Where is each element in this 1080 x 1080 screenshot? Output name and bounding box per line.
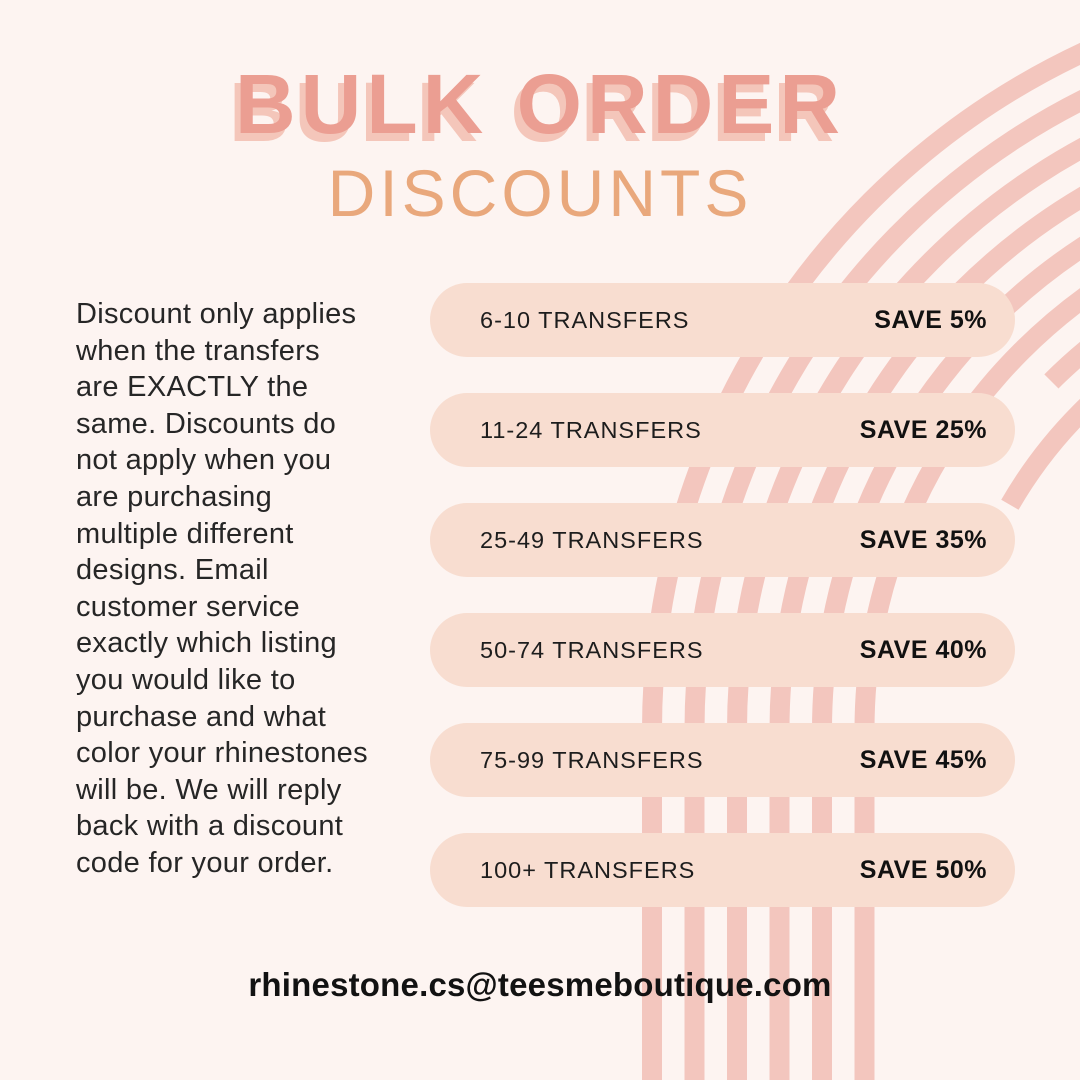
stripe-2-swoosh [684,90,1080,1080]
discount-row-75-99: 75-99 TRANSFERS SAVE 45% [430,723,1015,797]
policy-line: when the transfers [76,334,320,367]
tier-save-label: SAVE 45% [859,745,987,774]
discount-policy-text: Discount only applies when the transfers… [76,296,416,882]
page-subtitle: DISCOUNTS [327,156,753,230]
stripe-8-corner-arc [1001,398,1080,510]
policy-line: color your rhinestones [76,737,368,770]
policy-line: are EXACTLY the [76,371,309,404]
tier-range-label: 100+ TRANSFERS [480,856,696,883]
policy-line: are purchasing [76,480,273,513]
policy-line: code for your order. [76,846,334,879]
discount-row-25-49: 25-49 TRANSFERS SAVE 35% [430,503,1015,577]
tier-save-label: SAVE 50% [859,855,987,884]
tier-range-label: 6-10 TRANSFERS [480,306,690,333]
discount-row-100-plus: 100+ TRANSFERS SAVE 50% [430,833,1015,907]
policy-line: exactly which listing [76,627,337,660]
title-block: BULK ORDER DISCOUNTS [0,62,1080,226]
discount-tier-list: 6-10 TRANSFERS SAVE 5% 11-24 TRANSFERS S… [430,283,1015,943]
discount-row-50-74: 50-74 TRANSFERS SAVE 40% [430,613,1015,687]
tier-range-label: 75-99 TRANSFERS [480,746,704,773]
tier-save-label: SAVE 35% [859,525,987,554]
policy-line: multiple different [76,517,294,550]
policy-line: purchase and what [76,700,327,733]
policy-line: customer service [76,590,300,623]
policy-line: same. Discounts do [76,407,337,440]
policy-line: not apply when you [76,444,332,477]
tier-save-label: SAVE 5% [874,305,987,334]
contact-email: rhinestone.cs@teesmeboutique.com [248,966,832,1003]
policy-line: will be. We will reply [76,773,342,806]
policy-line: you would like to [76,663,296,696]
tier-range-label: 25-49 TRANSFERS [480,526,704,553]
stripe-3-swoosh [727,138,1080,1080]
tier-range-label: 50-74 TRANSFERS [480,636,704,663]
tier-save-label: SAVE 25% [859,415,987,444]
tier-save-label: SAVE 40% [859,635,987,664]
policy-line: designs. Email [76,554,269,587]
tier-range-label: 11-24 TRANSFERS [480,416,702,443]
discount-row-6-10: 6-10 TRANSFERS SAVE 5% [430,283,1015,357]
discount-row-11-24: 11-24 TRANSFERS SAVE 25% [430,393,1015,467]
page-title: BULK ORDER [235,57,845,151]
policy-line: Discount only applies [76,298,357,330]
policy-line: back with a discount [76,810,344,843]
